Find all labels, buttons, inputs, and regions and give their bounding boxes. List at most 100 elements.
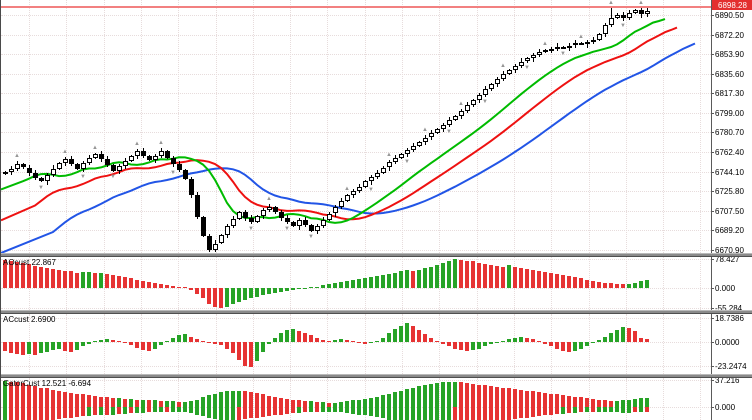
grid-line-v	[104, 0, 105, 253]
grid-line-v	[626, 314, 627, 374]
histogram-bar	[465, 342, 469, 351]
indicator-axis-label: 78.427	[715, 255, 740, 264]
histogram-bar	[333, 283, 337, 288]
histogram-bar	[105, 338, 109, 342]
histogram-bar	[621, 407, 625, 413]
histogram-bar	[363, 278, 367, 288]
histogram-bar	[291, 399, 295, 407]
histogram-bar	[51, 389, 55, 408]
axis-tick	[711, 366, 714, 367]
histogram-bar	[69, 392, 73, 408]
histogram-bar	[405, 270, 409, 288]
histogram-bar	[351, 279, 355, 288]
grid-line-v	[216, 0, 217, 253]
pane-splitter[interactable]	[1, 310, 752, 314]
candle-body	[543, 49, 548, 52]
grid-line-h	[1, 191, 711, 192]
histogram-bar	[345, 407, 349, 413]
candle-body	[567, 45, 572, 48]
ao-indicator-pane[interactable]	[1, 257, 711, 310]
ac-indicator-label: ACcust 2.6900	[3, 315, 56, 324]
axis-tick	[711, 308, 714, 309]
histogram-bar	[549, 342, 553, 347]
fractal-up-icon: ▲	[578, 34, 584, 41]
histogram-bar	[435, 340, 439, 342]
candle-body	[621, 14, 626, 18]
price-axis-label: 6707.50	[715, 207, 744, 216]
candle-body	[255, 215, 260, 222]
histogram-bar	[189, 336, 193, 342]
price-axis[interactable]	[711, 0, 752, 420]
histogram-bar	[315, 286, 319, 288]
grid-line-v	[439, 257, 440, 310]
histogram-bar	[183, 407, 187, 413]
candle-body	[279, 212, 284, 218]
histogram-bar	[321, 401, 325, 408]
fractal-up-icon: ▲	[92, 144, 98, 151]
grid-line-v	[663, 257, 664, 310]
histogram-bar	[99, 272, 103, 288]
histogram-bar	[441, 262, 445, 288]
histogram-bar	[471, 261, 475, 288]
histogram-bar	[417, 269, 421, 288]
histogram-bar	[561, 407, 565, 414]
histogram-bar	[423, 334, 427, 342]
axis-tick	[711, 288, 714, 289]
histogram-bar	[63, 270, 67, 288]
histogram-bar	[93, 407, 97, 416]
histogram-bar	[285, 398, 289, 408]
pane-splitter[interactable]	[1, 253, 752, 257]
fractal-up-icon: ▲	[542, 40, 548, 47]
histogram-bar	[315, 401, 319, 408]
histogram-bar	[231, 342, 235, 353]
histogram-bar	[495, 265, 499, 288]
ac-indicator-pane[interactable]	[1, 314, 711, 374]
histogram-bar	[399, 271, 403, 288]
histogram-bar	[561, 342, 565, 351]
histogram-bar	[495, 407, 499, 420]
axis-tick	[711, 211, 714, 212]
candle-body	[351, 191, 356, 196]
histogram-bar	[411, 407, 415, 420]
histogram-bar	[309, 401, 313, 407]
axis-tick	[711, 407, 714, 408]
histogram-bar	[411, 325, 415, 342]
grid-line-v	[178, 0, 179, 253]
histogram-bar	[531, 338, 535, 342]
candle-body	[225, 226, 230, 235]
histogram-bar	[423, 268, 427, 288]
histogram-bar	[531, 269, 535, 288]
histogram-bar	[225, 391, 229, 408]
gator-indicator-pane[interactable]	[1, 378, 711, 420]
candle-body	[165, 151, 170, 158]
histogram-bar	[249, 407, 253, 419]
histogram-bar	[549, 273, 553, 288]
grid-line-h	[1, 113, 711, 114]
histogram-bar	[543, 407, 547, 416]
fractal-up-icon: ▲	[266, 195, 272, 202]
histogram-bar	[423, 407, 427, 420]
price-chart-pane[interactable]: ▲▲▲▲▲▲▲▲▲▲▲▲▲▲▲▼▼▼▼▼▼▼▼▼▼▼▼▼▼▼	[1, 0, 711, 253]
histogram-bar	[27, 264, 31, 288]
candle-body	[171, 157, 176, 165]
histogram-bar	[603, 400, 607, 408]
pane-splitter[interactable]	[1, 374, 752, 378]
histogram-bar	[237, 342, 241, 360]
candle-body	[219, 234, 224, 244]
grid-line-v	[104, 378, 105, 420]
histogram-bar	[87, 407, 91, 416]
candle-body	[525, 58, 530, 62]
candle-body	[273, 207, 278, 213]
histogram-bar	[273, 337, 277, 342]
histogram-bar	[453, 407, 457, 420]
fractal-down-icon: ▼	[560, 50, 566, 57]
histogram-bar	[621, 326, 625, 342]
histogram-bar	[153, 282, 157, 288]
histogram-bar	[303, 288, 307, 289]
histogram-bar	[93, 272, 97, 288]
grid-line-v	[178, 257, 179, 310]
histogram-bar	[93, 340, 97, 342]
histogram-bar	[33, 407, 37, 420]
histogram-bar	[249, 288, 253, 299]
candle-body	[633, 10, 638, 14]
